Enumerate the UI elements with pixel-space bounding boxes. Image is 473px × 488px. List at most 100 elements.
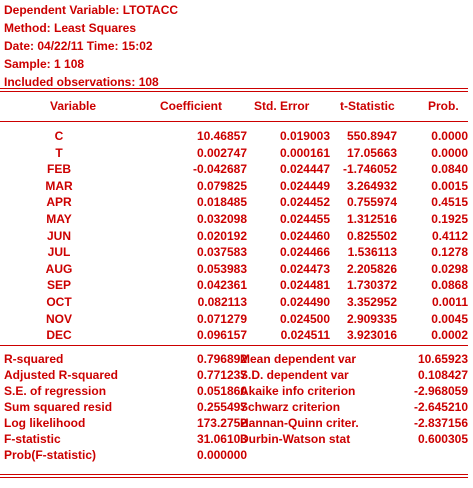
t-statistic-cell: 17.05663 [346,145,397,160]
table-row: DEC 0.096157 0.024511 3.923016 0.0002 [0,327,473,344]
std-error-cell: 0.024455 [279,211,330,226]
summary-statistics: R-squared 0.796892 Mean dependent var 10… [0,351,473,463]
std-error-cell: 0.024452 [279,195,330,210]
stat-label: S.E. of regression [4,384,107,398]
stat-label: Log likelihood [4,416,86,430]
stat-value: 0.108427 [417,368,468,382]
stat-label: Schwarz criterion [240,400,341,414]
prob-cell: 0.1278 [431,245,468,260]
t-statistic-cell: 3.923016 [346,328,397,343]
t-statistic-cell: -1.746052 [342,162,397,177]
variable-cell: NOV [45,311,72,326]
stat-value: -2.968059 [413,384,468,398]
prob-cell: 0.0011 [431,294,468,309]
table-row: JUN 0.020192 0.024460 0.825502 0.4112 [0,228,473,245]
std-error-cell: 0.024449 [279,178,330,193]
prob-cell: 0.0015 [431,178,468,193]
variable-cell: OCT [46,294,72,309]
dependent-variable-line: Dependent Variable: LTOTACC [4,3,179,17]
coefficient-cell: 0.096157 [196,328,247,343]
stat-row: Prob(F-statistic) 0.000000 [0,447,473,463]
equation-header: Dependent Variable: LTOTACC Method: Leas… [4,1,464,91]
std-error-cell: 0.000161 [279,145,330,160]
stat-label: S.D. dependent var [240,368,349,382]
date-time-line: Date: 04/22/11 Time: 15:02 [4,39,153,53]
std-error-cell: 0.024473 [279,261,330,276]
divider-stats [0,345,468,346]
variable-cell: T [55,145,63,160]
stat-row: Sum squared resid 0.255497 Schwarz crite… [0,399,473,415]
coefficient-cell: 0.037583 [196,245,247,260]
prob-cell: 0.0000 [431,145,468,160]
coefficient-cell: 0.032098 [196,211,247,226]
table-row: SEP 0.042361 0.024481 1.730372 0.0868 [0,277,473,294]
table-row: FEB -0.042687 0.024447 -1.746052 0.0840 [0,161,473,178]
prob-cell: 0.0840 [431,162,468,177]
coefficient-cell: 0.018485 [196,195,247,210]
prob-cell: 0.4515 [431,195,468,210]
column-header-std-error: Std. Error [254,99,310,113]
variable-cell: SEP [46,278,71,293]
prob-cell: 0.0045 [431,311,468,326]
stat-value: 0.600305 [417,432,468,446]
column-header-t-statistic: t-Statistic [340,99,395,113]
std-error-cell: 0.024490 [279,294,330,309]
coefficient-cell: -0.042687 [192,162,247,177]
t-statistic-cell: 0.755974 [346,195,397,210]
stat-row: F-statistic 31.06103 Durbin-Watson stat … [0,431,473,447]
prob-cell: 0.0000 [431,129,468,143]
stat-row: S.E. of regression 0.051860 Akaike info … [0,383,473,399]
variable-cell: MAR [45,178,73,193]
t-statistic-cell: 2.909335 [346,311,397,326]
divider-bottom-1 [0,474,468,475]
coefficient-cell: 0.053983 [196,261,247,276]
coefficient-cell: 0.042361 [196,278,247,293]
prob-cell: 0.0298 [431,261,468,276]
prob-cell: 0.1925 [431,211,468,226]
table-row: OCT 0.082113 0.024490 3.352952 0.0011 [0,294,473,311]
t-statistic-cell: 550.8947 [346,129,397,143]
std-error-cell: 0.024447 [279,162,330,177]
coefficient-cell: 0.079825 [196,178,247,193]
table-row: MAY 0.032098 0.024455 1.312516 0.1925 [0,211,473,228]
prob-cell: 0.0868 [431,278,468,293]
stat-row: R-squared 0.796892 Mean dependent var 10… [0,351,473,367]
coefficient-cell: 10.46857 [196,129,247,143]
column-header-prob: Prob. [428,99,459,113]
t-statistic-cell: 1.536113 [347,245,397,260]
stat-label: Adjusted R-squared [4,368,119,382]
std-error-cell: 0.024460 [279,228,330,243]
divider-bottom-2 [0,477,468,478]
table-row: APR 0.018485 0.024452 0.755974 0.4515 [0,194,473,211]
divider-top-1 [0,88,468,89]
stat-value: 0.051860 [196,384,247,398]
variable-cell: JUN [46,228,71,243]
stat-label: Akaike info criterion [240,384,356,398]
prob-cell: 0.0002 [431,328,468,343]
coefficient-cell: 0.071279 [196,311,247,326]
t-statistic-cell: 3.352952 [346,294,397,309]
observations-line: Included observations: 108 [4,75,159,89]
std-error-cell: 0.024511 [280,328,330,343]
stat-label: F-statistic [4,432,61,446]
stat-label: R-squared [4,352,64,366]
stat-value: 173.2752 [196,416,247,430]
method-line: Method: Least Squares [4,21,137,35]
std-error-cell: 0.024481 [279,278,330,293]
t-statistic-cell: 3.264932 [346,178,397,193]
stat-value: 0.255497 [196,400,247,414]
std-error-cell: 0.019003 [279,129,330,143]
coefficient-cell: 0.082113 [197,294,247,309]
prob-cell: 0.4112 [431,228,468,243]
variable-cell: AUG [45,261,73,276]
t-statistic-cell: 1.312516 [346,211,397,226]
stat-label: Mean dependent var [240,352,357,366]
stat-value: 10.65923 [417,352,468,366]
sample-line: Sample: 1 108 [4,57,85,71]
table-row: AUG 0.053983 0.024473 2.205826 0.0298 [0,261,473,278]
divider-top-2 [0,91,468,92]
stat-value: 0.796892 [196,352,247,366]
table-row: MAR 0.079825 0.024449 3.264932 0.0015 [0,178,473,195]
t-statistic-cell: 0.825502 [346,228,397,243]
stat-value: 0.771237 [196,368,247,382]
